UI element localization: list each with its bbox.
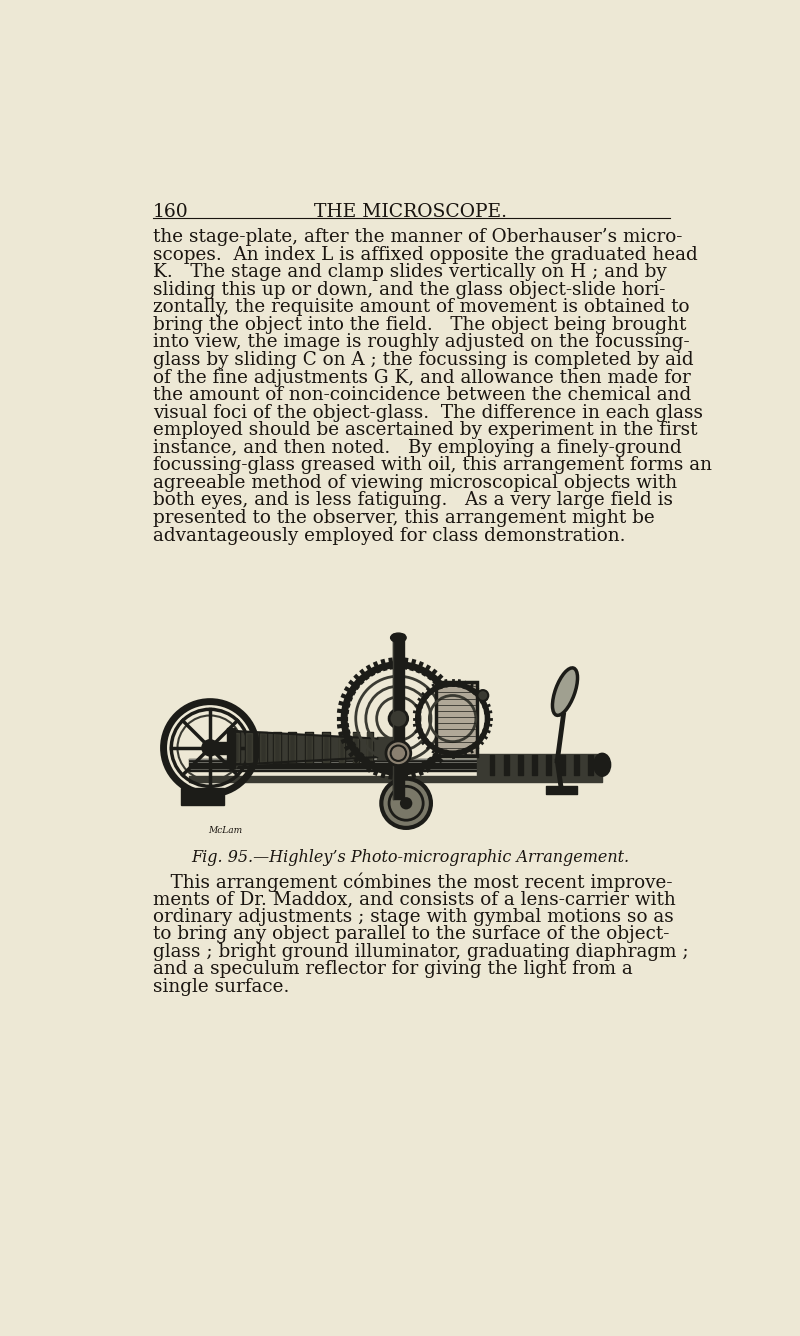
Text: focussing-glass greased with oil, this arrangement forms an: focussing-glass greased with oil, this a… xyxy=(153,457,712,474)
Ellipse shape xyxy=(553,668,578,715)
Text: advantageously employed for class demonstration.: advantageously employed for class demons… xyxy=(153,526,626,545)
Text: to bring any object parallel to the surface of the object-: to bring any object parallel to the surf… xyxy=(153,926,669,943)
Text: employed should be ascertained by experiment in the first: employed should be ascertained by experi… xyxy=(153,421,698,440)
Text: THE MICROSCOPE.: THE MICROSCOPE. xyxy=(314,203,506,220)
Text: Fig. 95.—Highley’s Photo-micrographic Arrangement.: Fig. 95.—Highley’s Photo-micrographic Ar… xyxy=(191,850,629,867)
Text: the stage-plate, after the manner of Oberhauser’s micro-: the stage-plate, after the manner of Obe… xyxy=(153,228,682,246)
Text: single surface.: single surface. xyxy=(153,978,289,995)
Text: This arrangement cómbines the most recent improve-: This arrangement cómbines the most rece… xyxy=(153,872,672,892)
Text: instance, and then noted.   By employing a finely-ground: instance, and then noted. By employing a… xyxy=(153,438,682,457)
Text: of the fine adjustments G K, and allowance then made for: of the fine adjustments G K, and allowan… xyxy=(153,369,690,386)
FancyBboxPatch shape xyxy=(436,683,477,756)
Circle shape xyxy=(400,798,412,810)
Text: sliding this up or down, and the glass object-slide hori-: sliding this up or down, and the glass o… xyxy=(153,281,665,299)
Ellipse shape xyxy=(594,754,610,776)
Text: and a speculum reflector for giving the light from a: and a speculum reflector for giving the … xyxy=(153,961,633,978)
Text: 160: 160 xyxy=(153,203,189,220)
Text: glass by sliding C on A ; the focussing is completed by aid: glass by sliding C on A ; the focussing … xyxy=(153,351,694,369)
Text: glass ; bright ground illuminator, graduating diaphragm ;: glass ; bright ground illuminator, gradu… xyxy=(153,943,688,961)
Text: the amount of non-coincidence between the chemical and: the amount of non-coincidence between th… xyxy=(153,386,691,403)
Text: both eyes, and is less fatiguing.   As a very large field is: both eyes, and is less fatiguing. As a v… xyxy=(153,492,673,509)
FancyBboxPatch shape xyxy=(182,788,224,804)
Text: scopes.  An index L is affixed opposite the graduated head: scopes. An index L is affixed opposite t… xyxy=(153,246,698,263)
Text: agreeable method of viewing microscopical objects with: agreeable method of viewing microscopica… xyxy=(153,474,677,492)
Text: bring the object into the field.   The object being brought: bring the object into the field. The obj… xyxy=(153,315,686,334)
Text: McLam: McLam xyxy=(209,827,242,835)
Circle shape xyxy=(386,741,410,766)
Text: K.   The stage and clamp slides vertically on H ; and by: K. The stage and clamp slides vertically… xyxy=(153,263,666,281)
Text: zontally, the requisite amount of movement is obtained to: zontally, the requisite amount of moveme… xyxy=(153,298,690,317)
Ellipse shape xyxy=(390,633,406,643)
Text: presented to the observer, this arrangement might be: presented to the observer, this arrangem… xyxy=(153,509,654,526)
Text: visual foci of the object-glass.  The difference in each glass: visual foci of the object-glass. The dif… xyxy=(153,403,702,422)
Text: into view, the image is roughly adjusted on the focussing-: into view, the image is roughly adjusted… xyxy=(153,334,690,351)
Circle shape xyxy=(202,740,218,756)
Text: ments of Dr. Maddox, and consists of a lens-carrier with: ments of Dr. Maddox, and consists of a l… xyxy=(153,890,675,908)
Circle shape xyxy=(478,691,488,701)
Circle shape xyxy=(382,779,431,828)
Circle shape xyxy=(389,709,408,728)
Text: ordinary adjustments ; stage with gymbal motions so as: ordinary adjustments ; stage with gymbal… xyxy=(153,907,674,926)
